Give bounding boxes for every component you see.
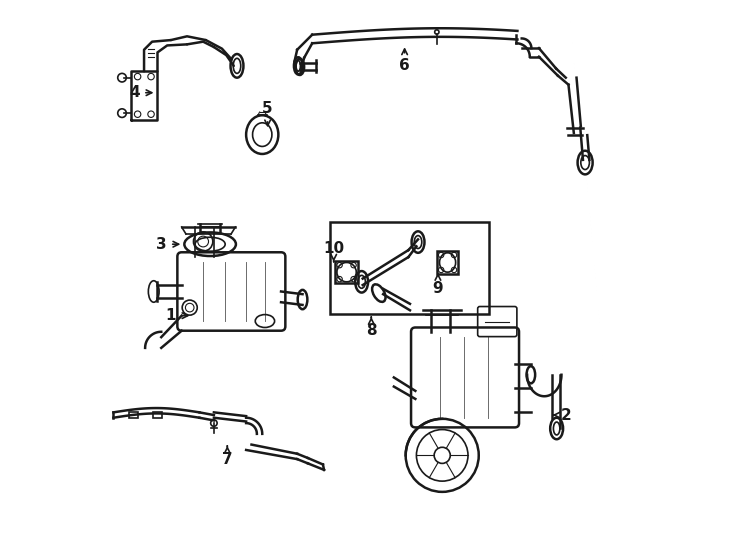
Bar	[330, 221, 490, 314]
Text: 5: 5	[262, 102, 273, 126]
Bar	[335, 261, 358, 284]
Text: 3: 3	[156, 237, 178, 252]
Text: 9: 9	[432, 274, 443, 296]
Text: 6: 6	[399, 49, 410, 73]
Text: 7: 7	[222, 446, 233, 467]
Text: 1: 1	[166, 308, 188, 323]
Text: 2: 2	[554, 408, 571, 422]
Text: 10: 10	[323, 241, 344, 261]
Bar	[129, 413, 137, 418]
Bar	[153, 413, 161, 418]
Text: 8: 8	[366, 317, 377, 338]
Bar	[437, 251, 458, 274]
Text: 4: 4	[130, 85, 152, 100]
